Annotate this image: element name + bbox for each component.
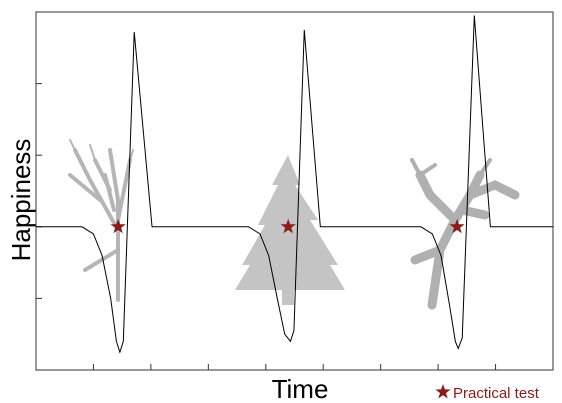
legend: Practical test [435, 384, 540, 402]
practical-test-marker [280, 218, 296, 234]
tree-pine [235, 155, 345, 305]
practical-test-marker [110, 218, 126, 234]
y-axis-label: Happiness [6, 139, 36, 262]
practical-test-marker [449, 218, 465, 234]
tree-crooked [410, 158, 520, 310]
happiness-line [36, 15, 553, 354]
plot-frame [35, 11, 554, 371]
tree-bare [68, 139, 134, 302]
legend-label: Practical test [453, 385, 540, 402]
x-axis-label: Time [272, 374, 329, 403]
legend-marker [435, 384, 451, 399]
